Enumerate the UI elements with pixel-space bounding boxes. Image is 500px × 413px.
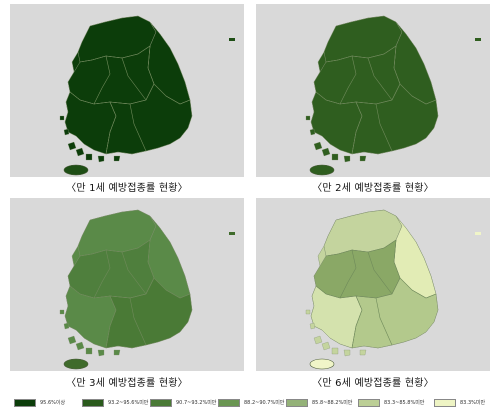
island-shape — [359, 155, 367, 162]
korea-map-age1 — [59, 15, 235, 176]
region-border — [339, 249, 357, 299]
region-border — [367, 57, 393, 101]
island-shape — [331, 153, 339, 161]
legend-label: 88.2~90.7%미만 — [244, 400, 285, 406]
region-border — [339, 55, 357, 105]
island-shape — [331, 347, 339, 355]
island-shape — [97, 349, 105, 357]
region-border — [325, 45, 397, 63]
island-shape — [359, 349, 367, 356]
region-border — [93, 55, 111, 105]
legend-swatch — [14, 399, 36, 407]
ulleung-island — [475, 232, 481, 235]
legend-label: 83.3~85.8%미만 — [384, 400, 425, 406]
island-shape — [59, 309, 65, 315]
island-shape — [343, 155, 351, 163]
island-shape — [75, 341, 85, 351]
island-shape — [85, 347, 93, 355]
legend-swatch — [358, 399, 380, 407]
legend-label: 85.8~88.2%미만 — [312, 400, 353, 406]
region-border — [325, 239, 397, 257]
legend-swatch — [82, 399, 104, 407]
island-shape — [63, 128, 70, 136]
island-shape — [321, 147, 331, 157]
legend-label: 90.7~93.2%미만 — [176, 400, 217, 406]
region-border — [399, 277, 437, 299]
legend-swatch — [286, 399, 308, 407]
map-panel-age1 — [10, 4, 244, 177]
island-shape — [305, 115, 311, 121]
island-shape — [97, 155, 105, 163]
island-shape — [305, 309, 311, 315]
island-shape — [309, 322, 316, 330]
island-shape — [75, 147, 85, 157]
legend-label: 83.3%미만 — [460, 400, 486, 406]
island-shape — [309, 128, 316, 136]
region-border — [121, 57, 147, 101]
korea-map-age2 — [305, 15, 481, 176]
jeju-island — [309, 164, 335, 176]
region-border — [367, 251, 393, 295]
legend: 95.6%이상 93.2~95.6%미만 90.7~93.2%미만 88.2~9… — [14, 398, 494, 410]
region-border — [153, 277, 191, 299]
ulleung-island — [229, 38, 235, 41]
island-shape — [313, 141, 323, 151]
legend-swatch — [150, 399, 172, 407]
caption-age6: 〈만 6세 예방접종률 현황〉 — [312, 378, 434, 389]
region-border — [79, 239, 151, 257]
region-border — [129, 103, 147, 152]
region-border — [375, 297, 393, 346]
region-border — [79, 45, 151, 63]
map-panel-age6 — [256, 198, 490, 371]
ulleung-island — [229, 232, 235, 235]
region-border — [121, 251, 147, 295]
jeju-island — [309, 358, 335, 370]
island-shape — [321, 341, 331, 351]
island-shape — [85, 153, 93, 161]
region-border — [375, 103, 393, 152]
region-border — [105, 295, 117, 349]
caption-age2: 〈만 2세 예방접종률 현황〉 — [312, 183, 434, 194]
region-border — [351, 295, 363, 349]
korea-map-age6 — [305, 209, 481, 370]
island-shape — [313, 335, 323, 345]
legend-label: 93.2~95.6%미만 — [108, 400, 149, 406]
map-panel-age2 — [256, 4, 490, 177]
island-shape — [343, 349, 351, 357]
caption-age3: 〈만 3세 예방접종률 현황〉 — [66, 378, 188, 389]
region-border — [105, 101, 117, 155]
legend-swatch — [218, 399, 240, 407]
jeju-island — [63, 164, 89, 176]
legend-swatch — [434, 399, 456, 407]
island-shape — [113, 155, 121, 162]
island-shape — [63, 322, 70, 330]
jeju-island — [63, 358, 89, 370]
region-border — [93, 249, 111, 299]
ulleung-island — [475, 38, 481, 41]
legend-label: 95.6%이상 — [40, 400, 66, 406]
island-shape — [67, 141, 77, 151]
region-border — [351, 101, 363, 155]
region-border — [153, 83, 191, 105]
map-panel-age3 — [10, 198, 244, 371]
caption-age1: 〈만 1세 예방접종률 현황〉 — [66, 183, 188, 194]
region-border — [129, 297, 147, 346]
island-shape — [67, 335, 77, 345]
island-shape — [59, 115, 65, 121]
korea-map-age3 — [59, 209, 235, 370]
island-shape — [113, 349, 121, 356]
region-border — [399, 83, 437, 105]
